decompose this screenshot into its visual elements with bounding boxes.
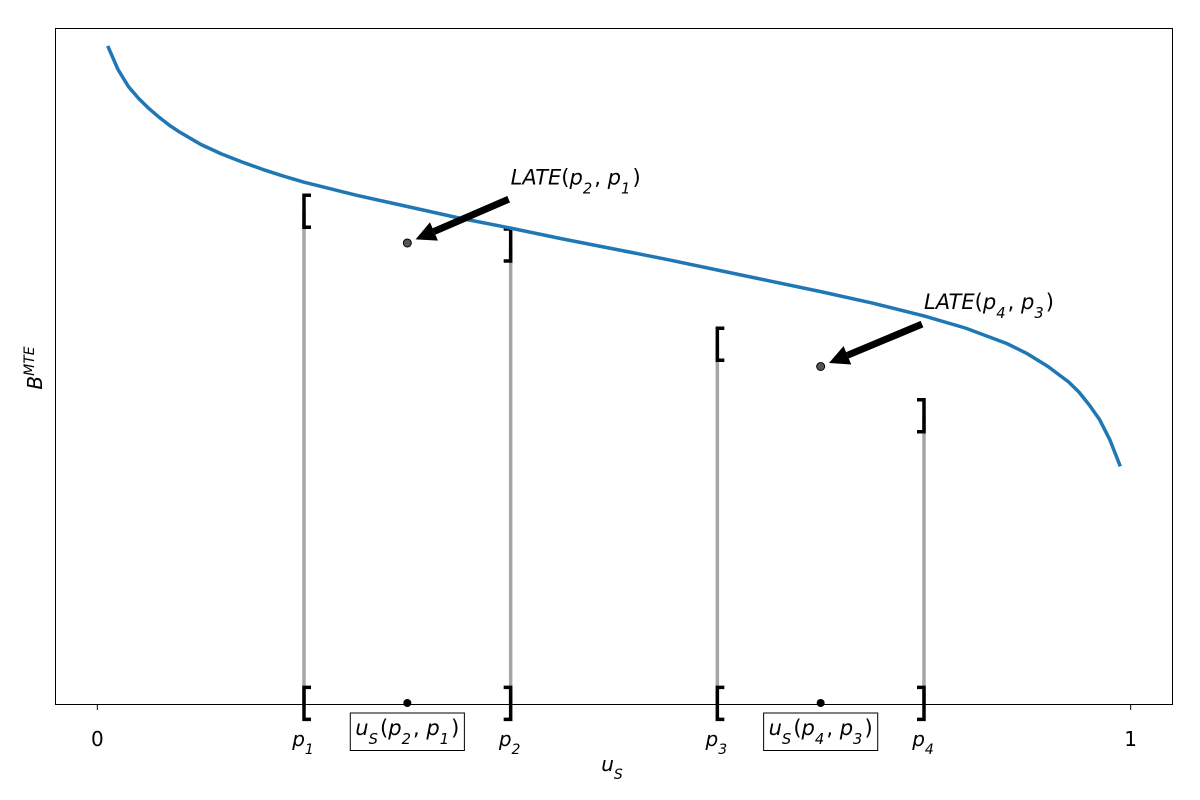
x-tick-label-4: p3 xyxy=(705,727,730,758)
annotation-arrows xyxy=(415,196,924,365)
midpoint-label-box-1 xyxy=(349,712,465,751)
bracket-curve-1 xyxy=(302,193,311,229)
annotation-arrow-1 xyxy=(432,196,511,235)
x-tick-label-5: p4 xyxy=(911,727,936,758)
x-axis-ticks: 0 p1 p2 p3 p4 1 xyxy=(91,704,1137,758)
interval-brackets xyxy=(302,193,926,722)
midpoint-curve-dot-2 xyxy=(816,362,826,371)
mte-curve xyxy=(106,45,1122,468)
bracket-axis-1 xyxy=(302,685,311,722)
bracket-axis-3 xyxy=(715,685,725,722)
x-axis-label: uS xyxy=(601,752,625,783)
mte-series-line xyxy=(106,45,1122,468)
midpoint-curve-dot-1 xyxy=(402,238,412,248)
midpoint-label-1: uS (p2 , p1 ) xyxy=(355,716,459,748)
bracket-curve-2 xyxy=(503,227,513,263)
bracket-curve-4 xyxy=(917,398,926,434)
x-tick-label-3: p2 xyxy=(498,727,523,758)
annotation-label-2: LATE(p4 , p3 ) xyxy=(924,290,1054,322)
annotation-arrowhead-1 xyxy=(415,222,438,241)
plot-frame xyxy=(55,28,1173,705)
x-tick-label-2: p1 xyxy=(291,727,316,758)
midpoint-axis-dot-1 xyxy=(403,699,412,707)
annotation-labels: uS (p2 , p1 ) uS (p4 , p3 ) LATE(p2 , p1 )… xyxy=(349,165,1054,751)
x-tick-label-6: 1 xyxy=(1124,727,1137,751)
x-tick-label-1: 0 xyxy=(91,727,104,751)
annotation-arrowhead-2 xyxy=(828,346,852,365)
y-axis-label: BMTE xyxy=(22,346,47,389)
annotation-arrow-2 xyxy=(846,320,924,359)
midpoint-markers xyxy=(402,238,826,707)
bracket-axis-4 xyxy=(917,685,926,722)
annotation-label-1: LATE(p2 , p1 ) xyxy=(511,165,641,197)
bracket-axis-2 xyxy=(503,685,513,722)
bracket-curve-3 xyxy=(715,326,725,362)
interval-lines xyxy=(302,211,926,704)
midpoint-label-box-2 xyxy=(763,712,879,751)
midpoint-axis-dot-2 xyxy=(816,699,825,707)
midpoint-label-2: uS (p4 , p3 ) xyxy=(769,716,873,748)
